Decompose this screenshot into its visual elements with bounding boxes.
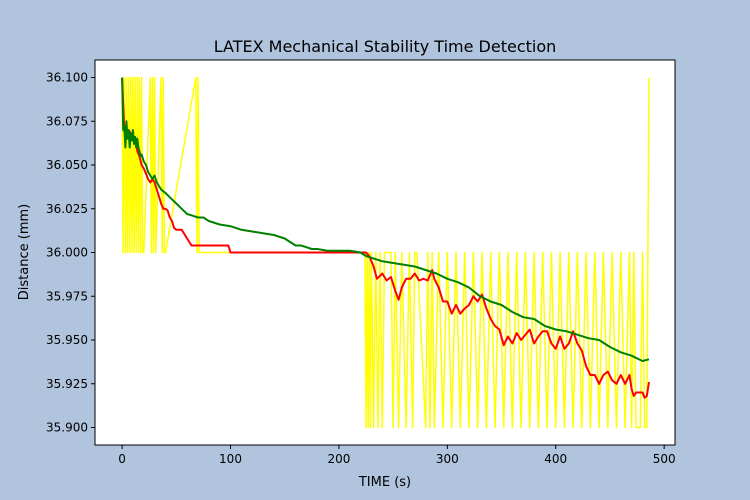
- y-tick-label: 35.900: [46, 421, 88, 435]
- x-axis-label: TIME (s): [358, 475, 411, 490]
- y-tick-label: 35.975: [46, 289, 88, 303]
- x-tick-label: 0: [118, 452, 126, 466]
- y-tick-label: 35.925: [46, 377, 88, 391]
- y-tick-label: 36.050: [46, 158, 88, 172]
- series-layer: [121, 76, 650, 429]
- x-tick-label: 500: [653, 452, 676, 466]
- x-tick-label: 400: [544, 452, 567, 466]
- red-series-line: [121, 77, 650, 399]
- chart-title: LATEX Mechanical Stability Time Detectio…: [214, 37, 557, 56]
- x-axis: 0 100 200 300 400 500: [118, 445, 676, 466]
- y-axis-label: Distance (mm): [17, 204, 32, 300]
- y-tick-label: 36.075: [46, 114, 88, 128]
- x-tick-label: 100: [219, 452, 242, 466]
- y-tick-label: 36.000: [46, 246, 88, 260]
- y-tick-label: 35.950: [46, 333, 88, 347]
- green-series-line: [121, 77, 650, 362]
- yellow-series-line: [121, 76, 650, 429]
- x-tick-label: 200: [327, 452, 350, 466]
- y-tick-label: 36.100: [46, 71, 88, 85]
- y-tick-label: 36.025: [46, 202, 88, 216]
- x-tick-label: 300: [436, 452, 459, 466]
- y-axis: 35.900 35.925 35.950 35.975 36.000 36.025 36.0…: [46, 71, 95, 435]
